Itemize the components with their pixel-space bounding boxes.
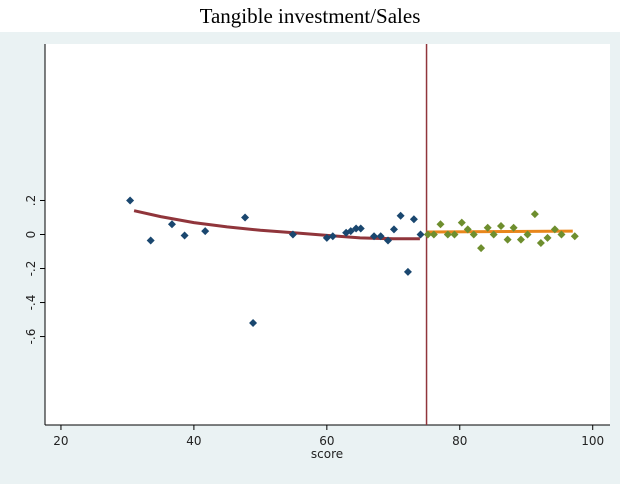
- point: [550, 225, 559, 234]
- point: [530, 210, 539, 219]
- point: [370, 232, 379, 241]
- point: [450, 230, 459, 239]
- point: [288, 230, 297, 239]
- point: [322, 233, 331, 242]
- y-tick-label: 0: [24, 231, 38, 239]
- point: [436, 220, 445, 229]
- chart-title: Tangible investment/Sales: [200, 4, 421, 28]
- point: [443, 230, 452, 239]
- point: [396, 211, 405, 220]
- point: [249, 318, 258, 327]
- point: [201, 227, 210, 236]
- y-tick-label: -.2: [24, 261, 38, 277]
- point: [180, 231, 189, 240]
- point: [469, 230, 478, 239]
- point: [489, 230, 498, 239]
- point: [483, 223, 492, 232]
- point: [516, 235, 525, 244]
- point: [463, 225, 472, 234]
- point: [356, 224, 365, 233]
- point: [457, 218, 466, 227]
- point: [503, 235, 512, 244]
- point: [167, 220, 176, 229]
- fit-line: [133, 209, 420, 241]
- point: [557, 230, 566, 239]
- point: [509, 223, 518, 232]
- x-tick-label: 80: [452, 434, 467, 448]
- point: [409, 215, 418, 224]
- fit-line: [426, 229, 573, 234]
- y-tick-label: .2: [24, 195, 38, 206]
- point: [570, 232, 579, 241]
- x-tick-label: 60: [319, 434, 334, 448]
- y-tick-label: -.6: [24, 329, 38, 345]
- point: [423, 230, 432, 239]
- point: [376, 232, 385, 241]
- point: [536, 239, 545, 248]
- point: [126, 196, 135, 205]
- point: [352, 224, 361, 233]
- point: [416, 230, 425, 239]
- x-axis-label: score: [311, 447, 343, 461]
- point: [496, 221, 505, 230]
- point: [241, 213, 250, 222]
- point: [328, 232, 337, 241]
- y-tick-label: -.4: [24, 295, 38, 311]
- point: [429, 230, 438, 239]
- point: [146, 236, 155, 245]
- point: [477, 244, 486, 253]
- point: [523, 230, 532, 239]
- point: [403, 267, 412, 276]
- x-tick-label: 20: [53, 434, 68, 448]
- x-tick-label: 40: [186, 434, 201, 448]
- x-tick-label: 100: [581, 434, 604, 448]
- point: [389, 225, 398, 234]
- point: [543, 233, 552, 242]
- point: [383, 236, 392, 245]
